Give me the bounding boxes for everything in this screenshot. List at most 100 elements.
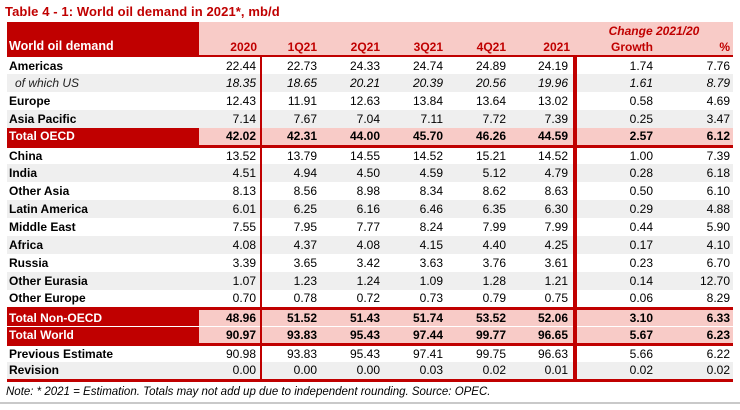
column-header-4q21: 4Q21 (450, 39, 513, 57)
table-row: of which US 18.35 18.65 20.21 20.39 20.5… (7, 74, 733, 92)
value-cell-2q21: 4.08 (324, 236, 387, 254)
value-cell-3q21: 13.84 (387, 92, 450, 110)
value-cell-2q21: 20.21 (324, 74, 387, 92)
value-cell-3q21: 8.24 (387, 218, 450, 236)
value-cell-1q21: 13.79 (261, 146, 324, 164)
table-row: Other Europe 0.70 0.78 0.72 0.73 0.79 0.… (7, 290, 733, 310)
value-cell-2021: 19.96 (513, 74, 577, 92)
value-cell-percent: 6.23 (657, 326, 733, 346)
bottom-divider (0, 401, 740, 404)
value-cell-2q21: 51.43 (324, 308, 387, 327)
value-cell-growth: 1.00 (575, 146, 657, 164)
table-row: Middle East 7.55 7.95 7.77 8.24 7.99 7.9… (7, 218, 733, 236)
value-cell-growth: 0.58 (575, 92, 657, 110)
value-cell-2020: 18.35 (199, 74, 262, 92)
row-label: Europe (7, 92, 199, 110)
table-row: China 13.52 13.79 14.55 14.52 15.21 14.5… (7, 146, 733, 164)
value-cell-2020: 8.13 (199, 182, 262, 200)
value-cell-2021: 4.79 (513, 164, 577, 182)
value-cell-4q21: 8.62 (450, 182, 513, 200)
value-cell-2021: 44.59 (513, 128, 577, 148)
table-row: Total Non-OECD 48.96 51.52 51.43 51.74 5… (7, 308, 733, 327)
row-label: Africa (7, 236, 199, 254)
value-cell-2021: 6.30 (513, 200, 577, 218)
value-cell-2020: 0.00 (199, 362, 262, 382)
value-cell-percent: 4.88 (657, 200, 733, 218)
value-cell-2021: 7.39 (513, 110, 577, 128)
value-cell-percent: 8.79 (657, 74, 733, 92)
column-header-1q21: 1Q21 (261, 39, 324, 57)
value-cell-3q21: 3.63 (387, 254, 450, 272)
table-row: India 4.51 4.94 4.50 4.59 5.12 4.79 0.28… (7, 164, 733, 182)
value-cell-2020: 4.08 (199, 236, 262, 254)
column-header-2020: 2020 (199, 39, 261, 57)
row-label: Latin America (7, 200, 199, 218)
value-cell-3q21: 4.59 (387, 164, 450, 182)
column-header-growth: Growth (575, 39, 657, 57)
table-row: Americas 22.44 22.73 24.33 24.74 24.89 2… (7, 56, 733, 74)
table-row: Revision 0.00 0.00 0.00 0.03 0.02 0.01 0… (7, 362, 733, 382)
value-cell-2q21: 0.00 (324, 362, 387, 382)
value-cell-growth: 0.28 (575, 164, 657, 182)
row-label: Other Eurasia (7, 272, 199, 290)
value-cell-2q21: 14.55 (324, 146, 387, 164)
value-cell-percent: 7.39 (657, 146, 733, 164)
value-cell-2020: 7.55 (199, 218, 262, 236)
value-cell-2q21: 95.43 (324, 344, 387, 362)
value-cell-2021: 7.99 (513, 218, 577, 236)
value-cell-growth: 0.17 (575, 236, 657, 254)
value-cell-1q21: 6.25 (261, 200, 324, 218)
value-cell-growth: 0.25 (575, 110, 657, 128)
table-row: Total OECD 42.02 42.31 44.00 45.70 46.26… (7, 128, 733, 148)
header-spacer (199, 22, 575, 39)
oil-demand-table: World oil demand Change 2021/20 2020 1Q2… (7, 22, 733, 382)
value-cell-2021: 96.65 (513, 326, 577, 346)
value-cell-2020: 13.52 (199, 146, 262, 164)
value-cell-2020: 4.51 (199, 164, 262, 182)
table-row: Other Eurasia 1.07 1.23 1.24 1.09 1.28 1… (7, 272, 733, 290)
row-label: Other Europe (7, 290, 199, 310)
value-cell-1q21: 8.56 (261, 182, 324, 200)
value-cell-percent: 5.90 (657, 218, 733, 236)
value-cell-4q21: 53.52 (450, 308, 513, 327)
value-cell-1q21: 1.23 (261, 272, 324, 290)
value-cell-4q21: 0.02 (450, 362, 513, 382)
value-cell-1q21: 11.91 (261, 92, 324, 110)
value-cell-growth: 0.23 (575, 254, 657, 272)
value-cell-3q21: 7.11 (387, 110, 450, 128)
value-cell-percent: 6.33 (657, 308, 733, 327)
value-cell-3q21: 0.03 (387, 362, 450, 382)
value-cell-4q21: 5.12 (450, 164, 513, 182)
table-row: Total World 90.97 93.83 95.43 97.44 99.7… (7, 326, 733, 346)
value-cell-2021: 1.21 (513, 272, 577, 290)
value-cell-2q21: 3.42 (324, 254, 387, 272)
value-cell-percent: 7.76 (657, 56, 733, 74)
value-cell-2020: 0.70 (199, 290, 262, 310)
table-row: Latin America 6.01 6.25 6.16 6.46 6.35 6… (7, 200, 733, 218)
value-cell-growth: 0.44 (575, 218, 657, 236)
table-row: Other Asia 8.13 8.56 8.98 8.34 8.62 8.63… (7, 182, 733, 200)
value-cell-1q21: 42.31 (261, 128, 324, 148)
value-cell-percent: 4.10 (657, 236, 733, 254)
column-header-2021: 2021 (513, 39, 575, 57)
row-label: Asia Pacific (7, 110, 199, 128)
value-cell-1q21: 7.67 (261, 110, 324, 128)
value-cell-2021: 24.19 (513, 56, 577, 74)
value-cell-2020: 6.01 (199, 200, 262, 218)
table-header: World oil demand Change 2021/20 2020 1Q2… (7, 22, 733, 57)
value-cell-1q21: 0.00 (261, 362, 324, 382)
value-cell-2q21: 7.77 (324, 218, 387, 236)
value-cell-2021: 3.61 (513, 254, 577, 272)
table-body: Americas 22.44 22.73 24.33 24.74 24.89 2… (7, 56, 733, 382)
value-cell-2020: 90.98 (199, 344, 262, 362)
value-cell-4q21: 46.26 (450, 128, 513, 148)
value-cell-1q21: 22.73 (261, 56, 324, 74)
value-cell-4q21: 13.64 (450, 92, 513, 110)
value-cell-2q21: 6.16 (324, 200, 387, 218)
value-cell-2q21: 8.98 (324, 182, 387, 200)
value-cell-4q21: 4.40 (450, 236, 513, 254)
row-label: India (7, 164, 199, 182)
value-cell-percent: 8.29 (657, 290, 733, 310)
value-cell-2021: 0.01 (513, 362, 577, 382)
